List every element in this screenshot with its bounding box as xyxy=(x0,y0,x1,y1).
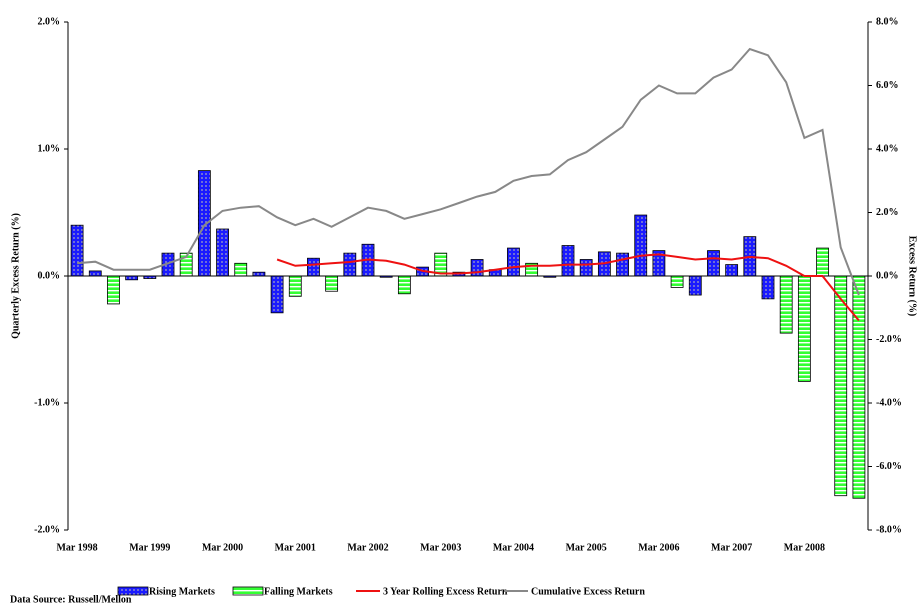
legend-label: Falling Markets xyxy=(264,586,333,597)
bar xyxy=(725,264,739,277)
y-tick-label: -1.0% xyxy=(34,397,60,408)
legend-label: Cumulative Excess Return xyxy=(531,586,645,597)
bar xyxy=(579,259,593,277)
bar xyxy=(88,270,102,277)
x-tick-label: Mar 2001 xyxy=(275,542,316,553)
bar xyxy=(288,275,302,297)
x-tick-label: Mar 2008 xyxy=(784,542,825,553)
bar xyxy=(107,275,120,305)
legend-label: 3 Year Rolling Excess Return xyxy=(383,586,508,597)
bar xyxy=(70,224,84,277)
bar xyxy=(797,275,811,382)
legend-label: Rising Markets xyxy=(149,586,215,597)
bar xyxy=(834,275,848,497)
bar xyxy=(216,228,229,277)
line xyxy=(77,47,860,296)
bar xyxy=(234,262,248,277)
y2-tick-label: 0.0% xyxy=(876,270,899,281)
bar xyxy=(507,247,520,277)
y2-tick-label: 2.0% xyxy=(876,207,899,218)
bar xyxy=(252,271,266,277)
x-tick-label: Mar 2007 xyxy=(711,542,752,553)
x-tick-label: Mar 2002 xyxy=(347,542,388,553)
x-tick-label: Mar 1998 xyxy=(56,542,97,553)
y-axis-label: Quarterly Excess Return (%) xyxy=(10,213,21,339)
y2-tick-label: 6.0% xyxy=(876,80,899,91)
y2-tick-label: 8.0% xyxy=(876,16,899,27)
y-tick-label: -2.0% xyxy=(34,524,60,535)
y2-tick-label: 4.0% xyxy=(876,143,899,154)
bar xyxy=(325,275,339,292)
x-tick-label: Mar 2005 xyxy=(566,542,607,553)
y2-tick-label: -8.0% xyxy=(876,524,902,535)
y2-tick-label: -4.0% xyxy=(876,397,902,408)
bar xyxy=(670,275,684,288)
bar xyxy=(343,252,357,277)
x-tick-label: Mar 2004 xyxy=(493,542,534,553)
bar xyxy=(779,275,793,334)
x-tick-label: Mar 2000 xyxy=(202,542,243,553)
y2-tick-label: -2.0% xyxy=(876,334,902,345)
bar xyxy=(125,275,139,281)
bar xyxy=(270,275,284,314)
y-tick-label: 2.0% xyxy=(38,16,61,27)
source-note: Data Source: Russell/Mellon xyxy=(10,594,132,605)
bar xyxy=(616,252,629,277)
x-tick-label: Mar 1999 xyxy=(129,542,170,553)
bar xyxy=(634,214,648,277)
x-tick-label: Mar 2006 xyxy=(638,542,679,553)
bar xyxy=(561,245,575,277)
y-tick-label: 0.0% xyxy=(38,270,61,281)
bar xyxy=(761,275,775,300)
bar xyxy=(688,275,702,296)
y2-tick-label: -6.0% xyxy=(876,461,902,472)
bar xyxy=(397,275,411,295)
y-tick-label: 1.0% xyxy=(38,143,61,154)
y2-axis-label: Excess Return (%) xyxy=(907,236,918,317)
bar xyxy=(707,250,720,277)
legend-swatch xyxy=(117,586,149,596)
x-tick-label: Mar 2003 xyxy=(420,542,461,553)
legend-swatch xyxy=(232,586,264,596)
bar xyxy=(197,170,211,277)
bar xyxy=(307,257,320,277)
bar xyxy=(816,247,829,277)
bar xyxy=(852,275,866,499)
line xyxy=(276,253,860,322)
bar xyxy=(470,259,484,277)
